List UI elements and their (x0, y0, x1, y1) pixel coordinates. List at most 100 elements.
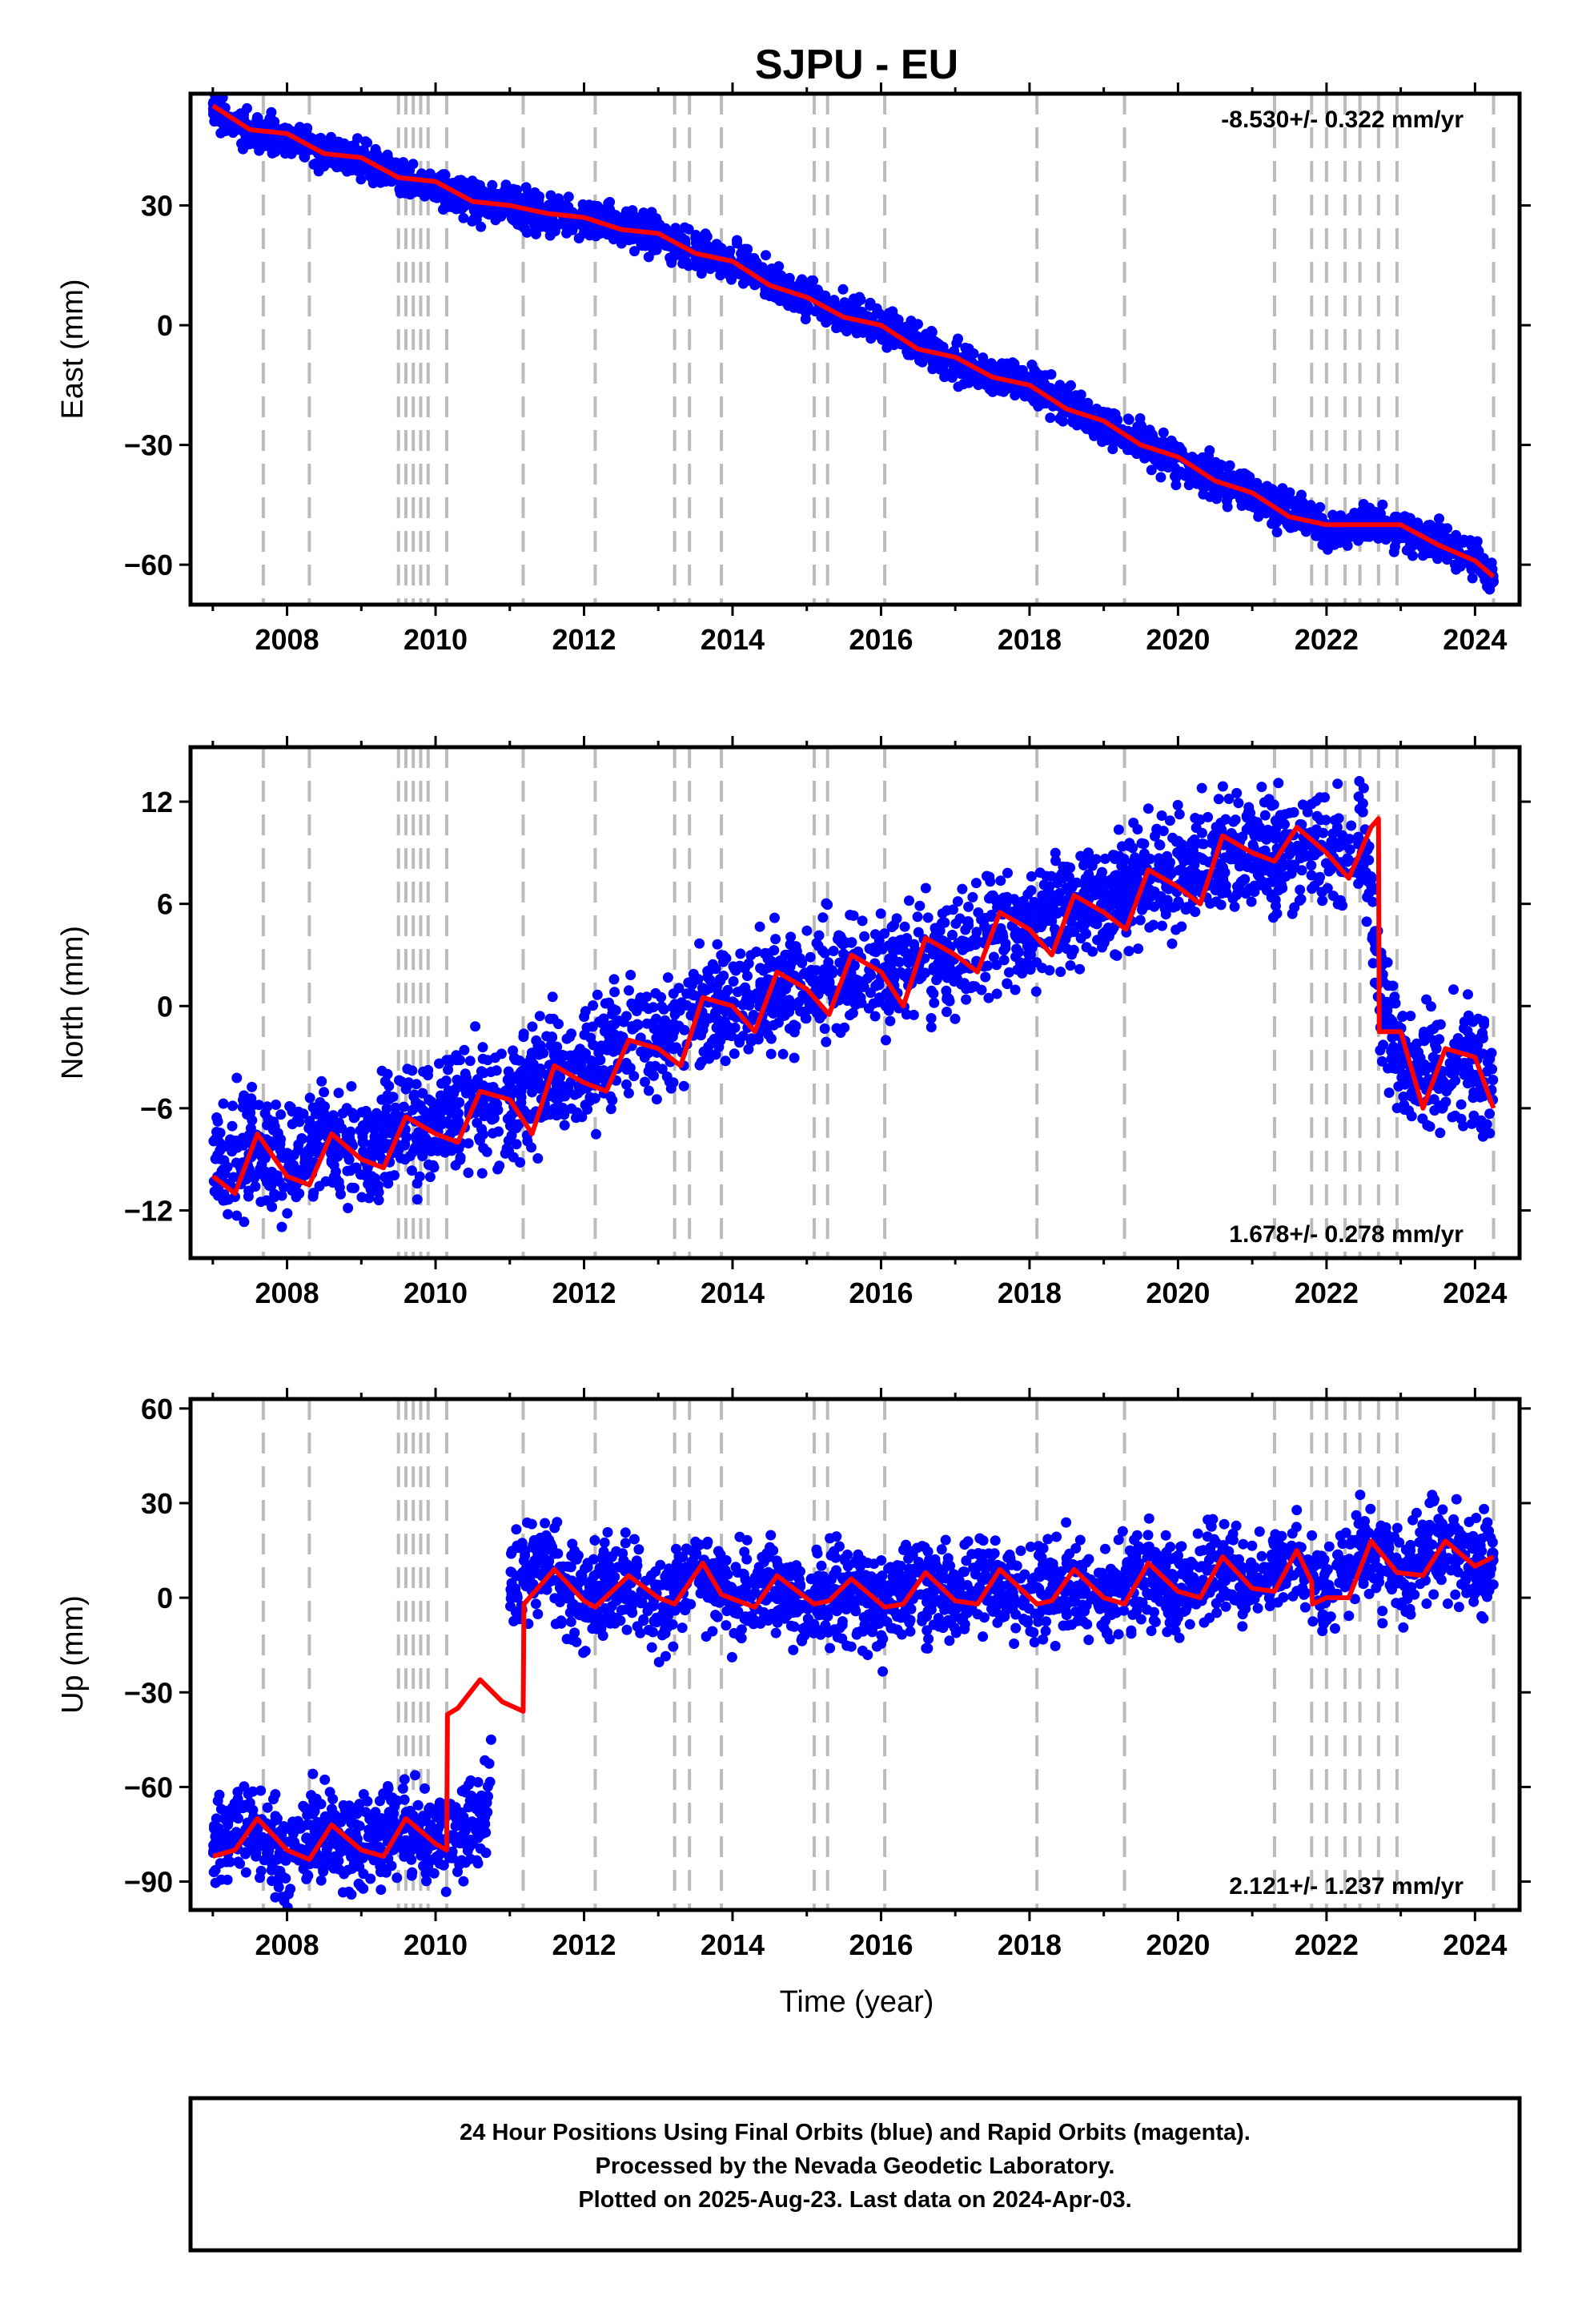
data-point (770, 934, 781, 945)
data-point (1213, 794, 1224, 805)
data-point (238, 143, 248, 155)
data-point (1246, 896, 1257, 907)
data-point (710, 1012, 721, 1023)
data-point (549, 199, 560, 210)
data-point (658, 1003, 669, 1015)
data-point (576, 1084, 587, 1096)
data-point (714, 974, 725, 985)
data-point (463, 1168, 474, 1178)
data-point (728, 976, 739, 987)
data-point (414, 1171, 425, 1182)
data-point (608, 974, 620, 985)
data-point (1166, 938, 1178, 949)
data-point (1259, 810, 1271, 821)
data-point (247, 1115, 258, 1126)
data-point (909, 939, 920, 950)
data-point (694, 938, 705, 949)
data-point (345, 1165, 356, 1176)
data-point (1363, 887, 1375, 899)
data-point (418, 1066, 429, 1077)
data-point (1466, 1118, 1477, 1129)
data-point (1217, 781, 1228, 792)
data-point (298, 1108, 309, 1120)
data-point (651, 215, 662, 226)
data-point (1449, 1038, 1460, 1049)
data-point (1404, 513, 1415, 524)
data-point (1142, 803, 1154, 814)
data-point (1486, 573, 1497, 585)
data-point (656, 1063, 668, 1075)
data-point (1315, 501, 1326, 513)
data-point (584, 223, 595, 235)
data-point (741, 998, 752, 1009)
data-point (638, 207, 649, 219)
data-point (669, 1043, 679, 1055)
data-point (666, 257, 677, 268)
data-point (761, 250, 771, 261)
data-point (769, 912, 780, 923)
data-point (1270, 833, 1281, 844)
data-point (1273, 778, 1284, 789)
data-point (532, 1153, 544, 1164)
data-point (1306, 860, 1317, 871)
data-point (557, 199, 568, 211)
data-point (950, 918, 962, 929)
data-point (768, 1019, 779, 1031)
data-point (256, 1159, 267, 1170)
data-point (326, 1155, 337, 1166)
data-point (271, 1100, 282, 1110)
data-point (839, 297, 850, 308)
data-point (1406, 1111, 1417, 1122)
data-point (934, 364, 946, 375)
data-point (845, 321, 857, 332)
data-point (1296, 865, 1307, 876)
data-point (346, 1081, 357, 1092)
data-point (821, 1036, 832, 1047)
data-point (412, 1194, 423, 1205)
data-point (407, 1165, 417, 1176)
data-point (748, 1010, 759, 1020)
data-point (829, 316, 841, 326)
data-point (270, 147, 281, 157)
data-point (264, 136, 275, 147)
data-point (1004, 967, 1014, 978)
data-point (956, 979, 967, 990)
data-point (680, 235, 690, 246)
data-point (1218, 460, 1229, 472)
data-point (1155, 472, 1166, 483)
data-point (1138, 838, 1150, 850)
data-point (1463, 989, 1473, 1000)
data-point (880, 1000, 891, 1011)
data-point (1295, 853, 1306, 864)
data-point (1055, 967, 1066, 977)
data-point (496, 1048, 507, 1059)
data-point (477, 1097, 488, 1108)
data-point (1137, 857, 1148, 868)
x-tick-label: 2020 (1146, 623, 1210, 656)
data-point (276, 1221, 287, 1232)
data-point (588, 1060, 600, 1072)
data-point (1074, 963, 1086, 975)
data-point (287, 1119, 298, 1130)
data-point (492, 1164, 504, 1175)
data-point (267, 1124, 279, 1136)
data-point (1487, 1063, 1498, 1075)
data-point (608, 230, 619, 241)
data-point (1172, 799, 1183, 810)
data-point (453, 1143, 464, 1154)
data-point (816, 312, 827, 323)
data-point (231, 1072, 243, 1084)
x-tick-label: 2008 (255, 623, 319, 656)
data-point (857, 915, 868, 927)
data-point (518, 1028, 529, 1039)
data-point (904, 895, 914, 907)
data-point (712, 939, 723, 950)
data-point (742, 243, 753, 255)
data-point (1434, 1034, 1445, 1045)
data-point (1442, 523, 1453, 534)
data-point (1142, 431, 1154, 442)
data-point (263, 1174, 274, 1185)
data-point (973, 907, 984, 918)
data-point (741, 987, 753, 999)
data-point (299, 151, 310, 163)
